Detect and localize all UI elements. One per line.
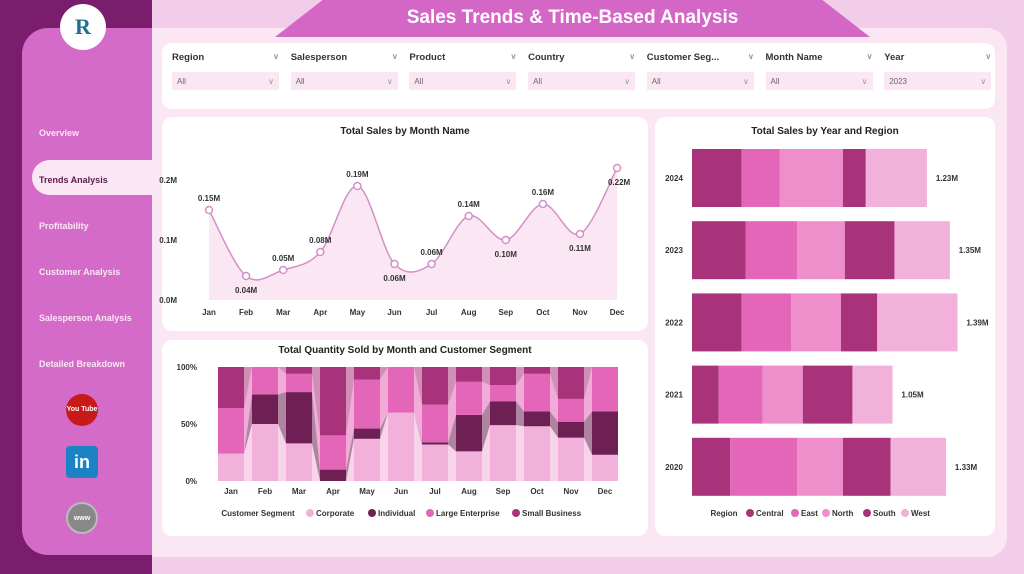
filter-4: Customer Seg... ∨ All ∨ [646,52,754,90]
linkedin-icon[interactable]: in [66,446,98,478]
nav-trends-analysis[interactable]: Trends Analysis [39,175,108,185]
filter-label-text: Region [172,52,205,63]
line-chart-card: Total Sales by Month Name [162,117,648,331]
filter-dropdown[interactable]: All ∨ [172,72,279,90]
logo-text: R [75,14,91,39]
chevron-down-icon: ∨ [624,76,631,86]
chevron-down-icon[interactable]: ∨ [273,52,279,61]
chart-title: Total Sales by Year and Region [751,126,899,137]
filter-value: All [177,76,186,86]
globe-label: www [73,514,91,522]
youtube-icon[interactable]: You Tube [66,394,98,426]
nav-overview[interactable]: Overview [39,128,80,138]
chevron-down-icon[interactable]: ∨ [391,52,398,61]
filter-label: Customer Seg... ∨ [647,52,754,68]
filter-3: Country ∨ All ∨ [528,52,636,90]
nav-profitability[interactable]: Profitability [39,221,89,231]
filter-label: Salesperson ∨ [291,52,398,68]
filter-5: Month Name ∨ All ∨ [765,52,873,90]
filter-value: All [533,76,542,86]
chevron-down-icon[interactable]: ∨ [629,52,636,61]
filter-value: All [295,76,305,86]
filter-dropdown[interactable]: All ∨ [765,72,873,90]
nav-detailed-breakdown[interactable]: Detailed Breakdown [39,359,126,369]
chevron-down-icon[interactable]: ∨ [510,52,517,61]
filter-label-text: Year [884,52,905,63]
bar-chart-card: Total Sales by Year and Region [655,117,995,536]
filter-label-text: Salesperson [290,52,348,63]
page-title: Sales Trends & Time-Based Analysis [406,7,739,28]
filter-label-text: Customer Seg... [646,52,720,63]
title-banner [275,0,870,37]
chevron-down-icon: ∨ [505,76,512,86]
filter-label-text: Product [409,52,446,63]
filter-value: All [651,76,661,86]
filter-6: Year ∨ 2023 ∨ [884,52,992,90]
filter-label: Region ∨ [172,52,279,68]
filter-0: Region ∨ All ∨ [172,52,279,90]
filter-value: All [414,76,424,86]
filter-label: Country ∨ [528,52,635,68]
chevron-down-icon[interactable]: ∨ [747,52,754,61]
filter-1: Salesperson ∨ All ∨ [290,52,398,90]
youtube-label: You Tube [66,406,98,413]
chevron-down-icon[interactable]: ∨ [866,52,873,61]
chevron-down-icon[interactable]: ∨ [985,52,992,61]
filter-label: Year ∨ [884,52,991,68]
filter-value: All [770,76,780,86]
filter-value: 2023 [889,76,907,86]
filter-dropdown[interactable]: 2023 ∨ [884,72,992,90]
filter-dropdown[interactable]: All ∨ [528,72,636,90]
filter-label-text: Country [528,52,565,63]
globe-icon[interactable]: www [66,502,98,534]
filter-dropdown[interactable]: All ∨ [646,72,754,90]
filter-label: Product ∨ [409,52,516,68]
chart-title: Total Quantity Sold by Month and Custome… [278,345,532,356]
nav-customer-analysis[interactable]: Customer Analysis [39,267,121,277]
filter-2: Product ∨ All ∨ [409,52,517,90]
filter-label: Month Name ∨ [766,52,873,68]
active-nav-highlight [32,160,157,195]
chart-title: Total Sales by Month Name [340,126,470,137]
chevron-down-icon: ∨ [980,76,987,86]
nav-salesperson-analysis[interactable]: Salesperson Analysis [39,313,132,323]
linkedin-label: in [74,451,90,472]
filter-dropdown[interactable]: All ∨ [409,72,517,90]
ribbon-chart-card: Total Quantity Sold by Month and Custome… [162,340,648,536]
filter-dropdown[interactable]: All ∨ [290,72,398,90]
chevron-down-icon: ∨ [861,76,868,86]
chevron-down-icon: ∨ [268,76,274,86]
chevron-down-icon: ∨ [386,76,393,86]
company-logo: R [60,4,106,50]
chevron-down-icon: ∨ [742,76,749,86]
filter-label-text: Month Name [765,52,823,63]
